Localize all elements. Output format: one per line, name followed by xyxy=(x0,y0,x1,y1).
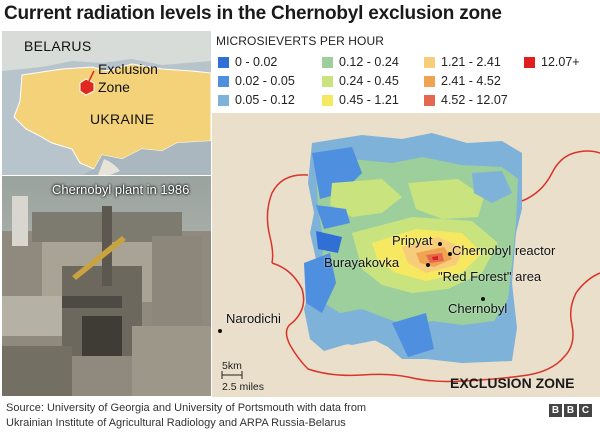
bbc-letter: C xyxy=(579,404,592,417)
legend-swatch xyxy=(322,75,333,87)
burayakovka-marker xyxy=(426,263,430,267)
scale-miles: 2.5 miles xyxy=(222,381,265,393)
label-red-forest: "Red Forest" area xyxy=(438,269,542,284)
radiation-map-graphic xyxy=(212,113,600,397)
legend-swatch xyxy=(424,75,435,87)
radiation-map: Pripyat Chernobyl reactor Burayakovka "R… xyxy=(212,113,600,397)
legend-item: 0.05 - 0.12 xyxy=(218,93,295,107)
page-title: Current radiation levels in the Chernoby… xyxy=(4,3,502,24)
legend-label: 2.41 - 4.52 xyxy=(441,74,501,88)
source-note: Source: University of Georgia and Univer… xyxy=(6,401,486,431)
label-chernobyl: Chernobyl xyxy=(448,301,508,316)
pripyat-marker xyxy=(438,242,442,246)
label-exclusion-zone-line2: Zone xyxy=(98,79,130,95)
legend-label: 0.05 - 0.12 xyxy=(235,93,295,107)
zone-pointer-line xyxy=(87,70,95,84)
label-burayakovka: Burayakovka xyxy=(324,255,400,270)
legend-label: 0.02 - 0.05 xyxy=(235,74,295,88)
bbc-letter: B xyxy=(564,404,577,417)
plant-photo: Chernobyl plant in 1986 xyxy=(2,176,211,396)
chernobyl-marker xyxy=(481,297,485,301)
label-exclusion-zone-line1: Exclusion xyxy=(98,61,158,77)
legend-swatch xyxy=(424,56,435,68)
photo-caption: Chernobyl plant in 1986 xyxy=(52,182,190,197)
label-belarus: BELARUS xyxy=(24,38,92,54)
legend-item: 0.12 - 0.24 xyxy=(322,55,399,69)
legend-label: 1.21 - 2.41 xyxy=(441,55,501,69)
bbc-logo: B B C xyxy=(549,404,592,417)
legend-title: MICROSIEVERTS PER HOUR xyxy=(216,34,385,48)
bbc-letter: B xyxy=(549,404,562,417)
legend-label: 4.52 - 12.07 xyxy=(441,93,508,107)
legend-item: 1.21 - 2.41 xyxy=(424,55,501,69)
legend-swatch xyxy=(218,75,229,87)
legend-item: 12.07+ xyxy=(524,55,580,69)
label-pripyat: Pripyat xyxy=(392,233,433,248)
legend: MICROSIEVERTS PER HOUR 0 - 0.02 0.02 - 0… xyxy=(214,31,598,113)
legend-item: 0.02 - 0.05 xyxy=(218,74,295,88)
plant-photo-graphic xyxy=(2,176,211,396)
source-line-1: Source: University of Georgia and Univer… xyxy=(6,402,367,414)
label-narodichi: Narodichi xyxy=(226,311,281,326)
narodichi-marker xyxy=(218,329,222,333)
label-chernobyl-reactor: Chernobyl reactor xyxy=(452,243,556,258)
legend-swatch xyxy=(218,56,229,68)
legend-swatch xyxy=(218,94,229,106)
legend-label: 0 - 0.02 xyxy=(235,55,278,69)
inset-map-graphic xyxy=(2,31,211,175)
legend-swatch xyxy=(424,94,435,106)
legend-label: 0.45 - 1.21 xyxy=(339,93,399,107)
legend-swatch xyxy=(524,56,535,68)
reactor-marker xyxy=(448,252,452,256)
scale-km: 5km xyxy=(222,360,242,372)
source-line-2: Ukrainian Institute of Agricultural Radi… xyxy=(6,417,346,429)
legend-item: 0 - 0.02 xyxy=(218,55,277,69)
legend-item: 0.24 - 0.45 xyxy=(322,74,399,88)
legend-label: 0.12 - 0.24 xyxy=(339,55,399,69)
legend-swatch xyxy=(322,94,333,106)
legend-item: 2.41 - 4.52 xyxy=(424,74,501,88)
legend-label: 0.24 - 0.45 xyxy=(339,74,399,88)
legend-swatch xyxy=(322,56,333,68)
label-ukraine: UKRAINE xyxy=(90,111,155,127)
legend-item: 0.45 - 1.21 xyxy=(322,93,399,107)
legend-item: 4.52 - 12.07 xyxy=(424,93,508,107)
inset-locator-map: BELARUS Exclusion Zone UKRAINE xyxy=(2,31,211,175)
legend-label: 12.07+ xyxy=(541,55,580,69)
exclusion-zone-label: EXCLUSION ZONE xyxy=(450,375,575,391)
